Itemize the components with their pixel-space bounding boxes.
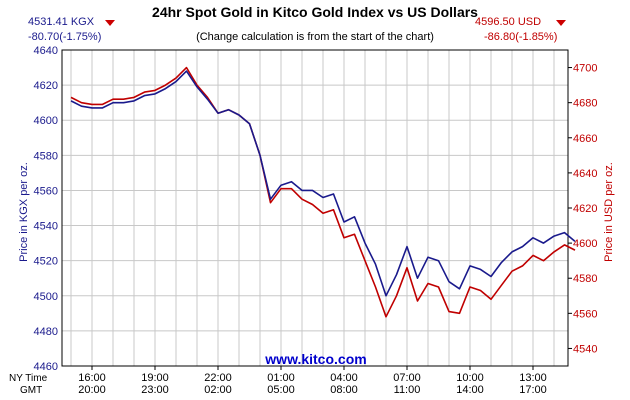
right-axis-title: Price in USD per oz. <box>603 162 615 262</box>
right-tick-label: 4660 <box>573 133 597 145</box>
chart-subtitle: (Change calculation is from the start of… <box>196 31 434 43</box>
usd-down-arrow-icon <box>556 20 566 26</box>
x-tick-label-ny: 10:00 <box>456 372 484 384</box>
left-tick-label: 4460 <box>34 361 58 373</box>
x-tick-label-ny: 07:00 <box>393 372 421 384</box>
right-tick-label: 4640 <box>573 168 597 180</box>
series-group <box>70 66 576 318</box>
x-tick-label-gmt: 23:00 <box>141 384 169 396</box>
right-tick-label: 4600 <box>573 238 597 250</box>
x-tick-label-gmt: 08:00 <box>330 384 358 396</box>
left-tick-label: 4620 <box>34 80 58 92</box>
watermark: www.kitco.com <box>264 351 366 367</box>
series-line-usd <box>70 66 576 318</box>
x-tick-label-ny: 16:00 <box>78 372 106 384</box>
kgx-down-arrow-icon <box>105 20 115 26</box>
right-tick-label: 4580 <box>573 273 597 285</box>
x-tick-label-gmt: 02:00 <box>204 384 232 396</box>
kgx-price: 4531.41 KGX <box>28 16 95 28</box>
x-tick-label-ny: 22:00 <box>204 372 232 384</box>
left-tick-label: 4640 <box>34 45 58 57</box>
left-tick-label: 4560 <box>34 185 58 197</box>
left-axis: 4640 4620 4600 4580 4560 4540 4520 4500 4480 4460 <box>34 45 58 373</box>
x-tick-label-ny: 13:00 <box>519 372 547 384</box>
x-tick-label-ny: 19:00 <box>141 372 169 384</box>
x-tick-label-gmt: 20:00 <box>78 384 106 396</box>
right-tick-label: 4560 <box>573 308 597 320</box>
right-tick-label: 4620 <box>573 203 597 215</box>
right-tick-label: 4680 <box>573 98 597 110</box>
chart-title: 24hr Spot Gold in Kitco Gold Index vs US… <box>152 4 478 20</box>
left-tick-label: 4600 <box>34 115 58 127</box>
x-tick-label-gmt: 11:00 <box>394 384 421 396</box>
gmt-label: GMT <box>20 385 42 396</box>
usd-change: -86.80(-1.85%) <box>484 31 557 43</box>
left-tick-label: 4540 <box>34 221 58 233</box>
left-tick-label: 4480 <box>34 326 58 338</box>
usd-price: 4596.50 USD <box>475 16 541 28</box>
kgx-change: -80.70(-1.75%) <box>28 31 101 43</box>
right-axis: 4700 4680 4660 4640 4620 4600 4580 4560 4540 <box>568 63 597 355</box>
x-tick-label-ny: 04:00 <box>330 372 358 384</box>
left-tick-label: 4580 <box>34 150 58 162</box>
grid <box>62 49 568 367</box>
series-line-kgx <box>70 70 576 297</box>
left-tick-label: 4500 <box>34 291 58 303</box>
ny-time-label: NY Time <box>9 373 48 384</box>
right-tick-label: 4540 <box>573 343 597 355</box>
x-tick-label-gmt: 05:00 <box>267 384 295 396</box>
left-axis-title: Price in KGX per oz. <box>18 162 30 262</box>
left-tick-label: 4520 <box>34 256 58 268</box>
x-tick-label-gmt: 14:00 <box>456 384 484 396</box>
x-tick-label-gmt: 17:00 <box>519 384 547 396</box>
plot-frame <box>61 49 569 367</box>
x-tick-label-ny: 01:00 <box>267 372 295 384</box>
right-tick-label: 4700 <box>573 63 597 75</box>
